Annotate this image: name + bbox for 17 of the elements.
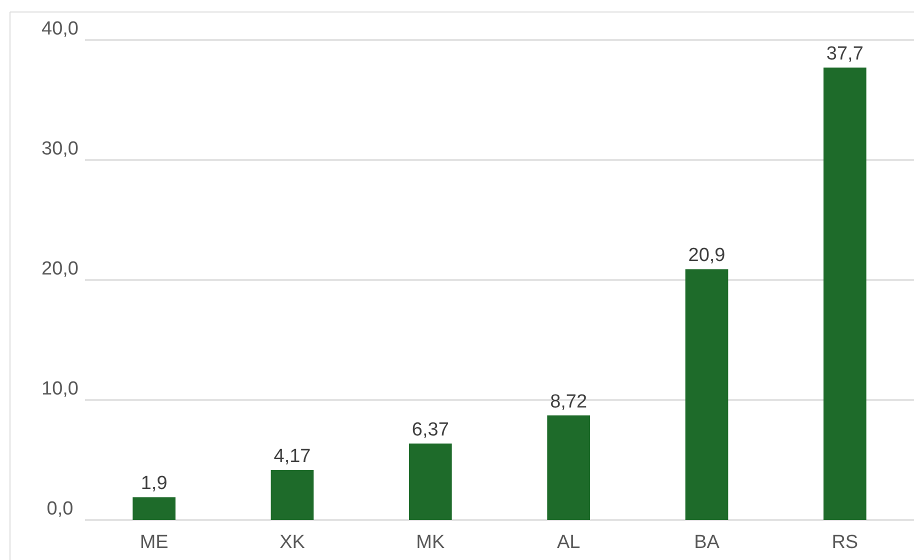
x-tick-label: AL [556, 532, 580, 553]
y-tick-label: 10,0 [42, 378, 78, 400]
y-tick-label: 40,0 [42, 18, 78, 40]
data-label: 6,37 [412, 420, 449, 441]
data-label: 4,17 [274, 446, 311, 467]
x-tick-label: BA [694, 532, 720, 553]
x-tick-label: MK [416, 532, 445, 553]
x-tick-label: RS [832, 532, 858, 553]
data-label: 20,9 [688, 245, 726, 266]
data-label: 1,9 [140, 473, 168, 494]
data-label: 37,7 [826, 44, 864, 65]
data-label: 8,72 [550, 391, 588, 412]
y-tick-label: 20,0 [42, 258, 78, 280]
x-tick-label: ME [140, 532, 168, 553]
y-tick-label: 30,0 [42, 138, 78, 160]
y-tick-label: 0,0 [46, 498, 74, 520]
x-tick-label: XK [280, 532, 306, 553]
